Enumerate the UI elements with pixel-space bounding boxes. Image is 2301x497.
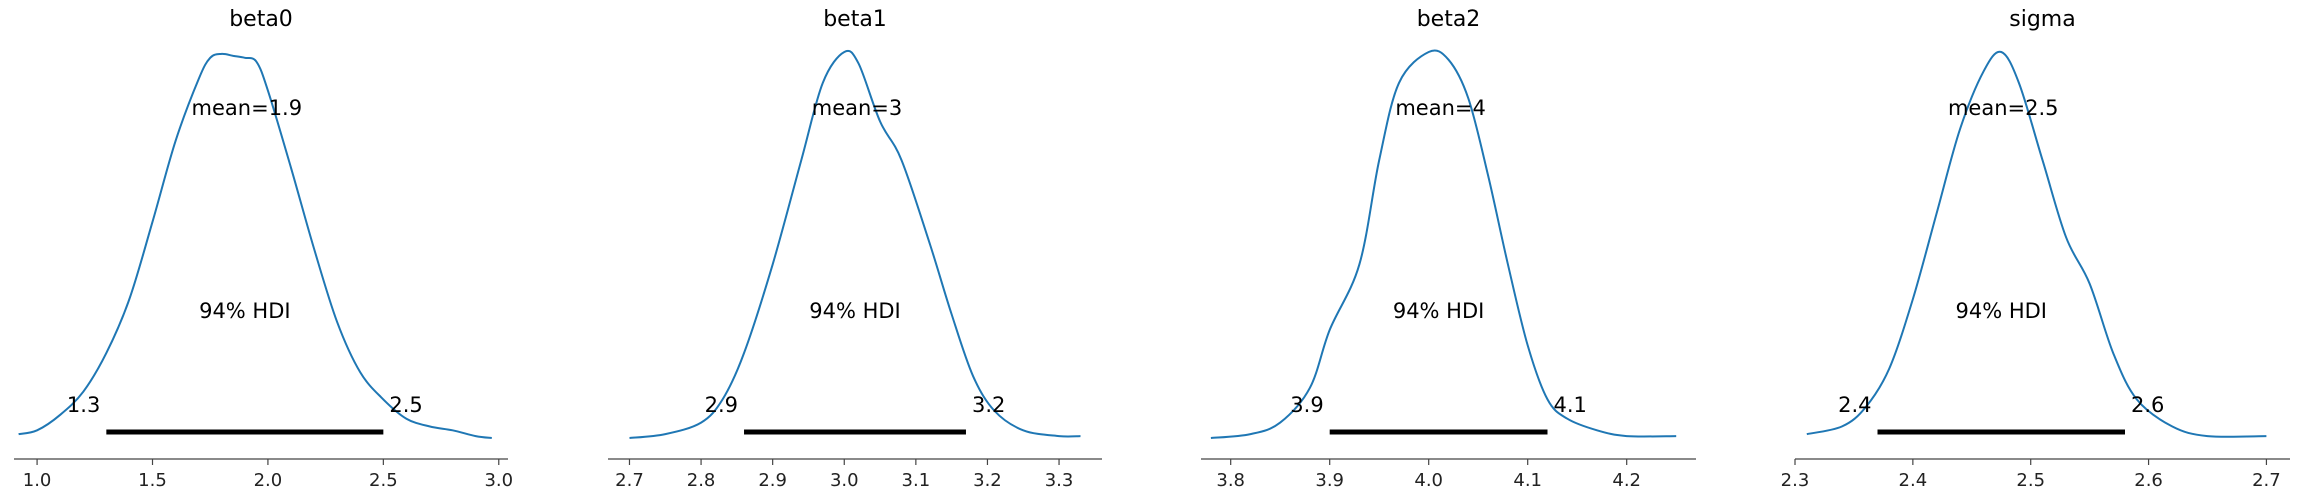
hdi-caption: 94% HDI	[1955, 299, 2047, 323]
hdi-high-label: 2.6	[2131, 393, 2164, 417]
x-tick-label: 2.5	[369, 470, 398, 491]
x-tick-label: 2.6	[2134, 470, 2163, 491]
x-tick-label: 4.2	[1612, 470, 1641, 491]
density-curve	[1210, 49, 1677, 439]
hdi-low-label: 2.9	[705, 393, 738, 417]
mean-label: mean=2.5	[1948, 96, 2059, 120]
x-tick-label: 2.9	[758, 470, 787, 491]
x-tick-label: 2.7	[2252, 470, 2281, 491]
mean-label: mean=3	[812, 96, 903, 120]
x-tick-label: 4.1	[1513, 470, 1542, 491]
density-curve	[18, 52, 492, 439]
x-tick-label: 2.3	[1781, 470, 1810, 491]
panel-title: sigma	[2009, 7, 2075, 32]
hdi-low-label: 1.3	[67, 393, 100, 417]
hdi-high-label: 2.5	[389, 393, 422, 417]
x-tick-label: 3.2	[973, 470, 1002, 491]
mean-label: mean=1.9	[192, 96, 303, 120]
panel-beta0: beta0 1.3 2.5 94% HDI mean=1.9 1.0 1.5 2.0 2.5 3.…	[14, 7, 513, 491]
x-tick-label: 3.3	[1045, 470, 1074, 491]
x-tick-label: 1.0	[23, 470, 52, 491]
x-tick-label: 2.4	[1899, 470, 1928, 491]
x-tick-label: 2.5	[2016, 470, 2045, 491]
hdi-caption: 94% HDI	[809, 299, 901, 323]
hdi-high-label: 4.1	[1554, 393, 1587, 417]
panel-beta1: beta1 2.9 3.2 94% HDI mean=3 2.7 2.8 2.9 3.0 3.1 3…	[608, 7, 1102, 491]
x-tick-label: 3.9	[1315, 470, 1344, 491]
panel-title: beta2	[1417, 7, 1481, 32]
density-curve	[629, 49, 1081, 439]
x-tick-label: 2.0	[254, 470, 283, 491]
panel-sigma: sigma 2.4 2.6 94% HDI mean=2.5 2.3 2.4 2.5 2.6 2.…	[1781, 7, 2290, 491]
panel-title: beta1	[823, 7, 887, 32]
x-tick-label: 4.0	[1414, 470, 1443, 491]
hdi-low-label: 3.9	[1290, 393, 1323, 417]
x-tick-label: 1.5	[138, 470, 167, 491]
x-tick-label: 3.0	[484, 470, 513, 491]
panel-beta2: beta2 3.9 4.1 94% HDI mean=4 3.8 3.9 4.0 4.1 4.2	[1201, 7, 1696, 491]
hdi-caption: 94% HDI	[1393, 299, 1485, 323]
density-curve	[1806, 50, 2267, 438]
mean-label: mean=4	[1395, 96, 1486, 120]
x-tick-label: 2.8	[687, 470, 716, 491]
x-tick-label: 3.1	[902, 470, 931, 491]
hdi-high-label: 3.2	[972, 393, 1005, 417]
x-tick-label: 3.8	[1216, 470, 1245, 491]
x-tick-label: 2.7	[615, 470, 644, 491]
hdi-caption: 94% HDI	[199, 299, 291, 323]
hdi-low-label: 2.4	[1838, 393, 1871, 417]
x-tick-label: 3.0	[830, 470, 859, 491]
panel-title: beta0	[229, 7, 293, 32]
